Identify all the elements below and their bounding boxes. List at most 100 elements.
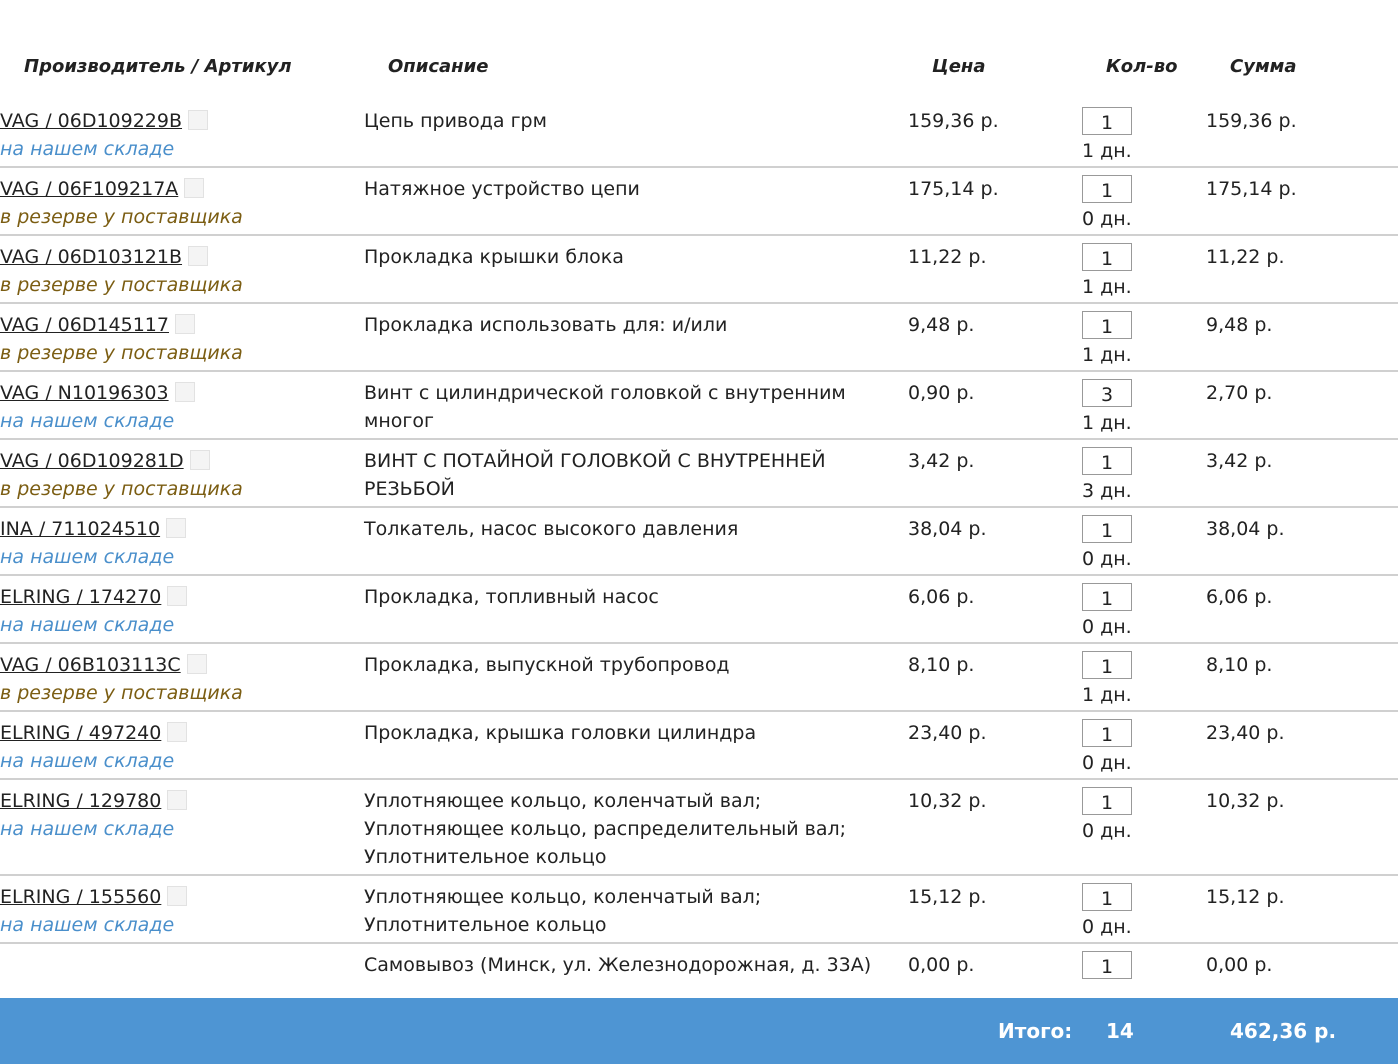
info-icon[interactable]	[167, 886, 188, 906]
qty-input[interactable]: 1	[1082, 515, 1132, 543]
stock-status: в резерве у поставщика	[0, 682, 243, 704]
qty-input[interactable]: 3	[1082, 379, 1132, 407]
article-link[interactable]: VAG / 06D103121B	[0, 246, 183, 268]
info-icon[interactable]	[188, 110, 209, 130]
stock-status: в резерве у поставщика	[0, 206, 243, 228]
qty-input[interactable]: 1	[1082, 787, 1132, 815]
description-line: Уплотнительное кольцо	[364, 846, 607, 868]
article-link[interactable]: INA / 711024510	[0, 518, 161, 540]
article-link[interactable]: VAG / 06D109281D	[0, 450, 184, 472]
part-cell: VAG / N10196303 на нашем складе	[0, 379, 364, 435]
delivery-days: 0 дн.	[1082, 208, 1132, 230]
qty-input[interactable]: 1	[1082, 719, 1132, 747]
qty-cell: 1 0 дн.	[1082, 883, 1206, 939]
part-cell: ELRING / 174270 на нашем складе	[0, 583, 364, 639]
qty-input[interactable]: 1	[1082, 651, 1132, 679]
qty-input[interactable]: 1	[1082, 311, 1132, 339]
description-cell: Натяжное устройство цепи	[364, 175, 908, 231]
part-cell: VAG / 06D145117 в резерве у поставщика	[0, 311, 364, 367]
price: 3,42 р.	[908, 450, 975, 472]
delivery-days: 1 дн.	[1082, 140, 1132, 162]
order-row: VAG / 06D109281D в резерве у поставщика ВИ…	[0, 440, 1398, 508]
delivery-days: 1 дн.	[1082, 276, 1132, 298]
sum: 38,04 р.	[1206, 518, 1285, 540]
order-row: ELRING / 155560 на нашем складе Уплотняюще…	[0, 876, 1398, 944]
article-link[interactable]: VAG / 06D109229B	[0, 110, 183, 132]
delivery-days: 0 дн.	[1082, 820, 1132, 842]
order-row: VAG / 06B103113C в резерве у поставщика Пр…	[0, 644, 1398, 712]
sum: 3,42 р.	[1206, 450, 1273, 472]
description-cell: Цепь привода грм	[364, 107, 908, 163]
article-link[interactable]: ELRING / 129780	[0, 790, 162, 812]
qty-input[interactable]: 1	[1082, 447, 1132, 475]
description-line: Самовывоз (Минск, ул. Железнодорожная, д…	[364, 954, 872, 976]
order-row: VAG / 06D103121B в резерве у поставщика Пр…	[0, 236, 1398, 304]
delivery-days: 0 дн.	[1082, 616, 1132, 638]
total-qty: 14	[1106, 1019, 1134, 1043]
description-cell: Прокладка, выпускной трубопровод	[364, 651, 908, 707]
description-cell: Прокладка, крышка головки цилиндра	[364, 719, 908, 775]
sum: 8,10 р.	[1206, 654, 1273, 676]
info-icon[interactable]	[184, 178, 205, 198]
info-icon[interactable]	[189, 450, 210, 470]
article-link[interactable]: ELRING / 155560	[0, 886, 162, 908]
description-cell: Прокладка использовать для: и/или	[364, 311, 908, 367]
info-icon[interactable]	[167, 586, 188, 606]
qty-input[interactable]: 1	[1082, 951, 1132, 979]
qty-cell: 1 1 дн.	[1082, 107, 1206, 163]
stock-status: в резерве у поставщика	[0, 342, 243, 364]
order-row: VAG / 06D109229B на нашем складе Цепь прив…	[0, 100, 1398, 168]
qty-input[interactable]: 1	[1082, 583, 1132, 611]
info-icon[interactable]	[186, 654, 207, 674]
delivery-days: 1 дн.	[1082, 412, 1132, 434]
table-body: VAG / 06D109229B на нашем складе Цепь прив…	[0, 100, 1398, 982]
article-link[interactable]: VAG / N10196303	[0, 382, 169, 404]
stock-status: на нашем складе	[0, 914, 175, 936]
description-line: Натяжное устройство цепи	[364, 178, 640, 200]
qty-input[interactable]: 1	[1082, 883, 1132, 911]
info-icon[interactable]	[188, 246, 209, 266]
stock-status: в резерве у поставщика	[0, 478, 243, 500]
stock-status: на нашем складе	[0, 410, 175, 432]
delivery-days: 0 дн.	[1082, 548, 1132, 570]
info-icon[interactable]	[166, 518, 187, 538]
description-cell: Прокладка крышки блока	[364, 243, 908, 299]
price: 23,40 р.	[908, 722, 987, 744]
qty-input[interactable]: 1	[1082, 243, 1132, 271]
article-link[interactable]: VAG / 06D145117	[0, 314, 169, 336]
qty-cell: 1 0 дн.	[1082, 719, 1206, 775]
description-line: Уплотняющее кольцо, коленчатый вал;	[364, 886, 762, 908]
info-icon[interactable]	[167, 790, 188, 810]
article-link[interactable]: VAG / 06F109217A	[0, 178, 179, 200]
qty-cell: 1 0 дн.	[1082, 175, 1206, 231]
description-cell: Уплотняющее кольцо, коленчатый вал; Уплот…	[364, 787, 908, 871]
sum: 11,22 р.	[1206, 246, 1285, 268]
part-cell	[0, 951, 364, 979]
qty-input[interactable]: 1	[1082, 175, 1132, 203]
info-icon[interactable]	[167, 722, 188, 742]
qty-input[interactable]: 1	[1082, 107, 1132, 135]
description-line: Прокладка, выпускной трубопровод	[364, 654, 730, 676]
description-cell: Самовывоз (Минск, ул. Железнодорожная, д…	[364, 951, 908, 979]
order-row: ELRING / 497240 на нашем складе Прокладка,…	[0, 712, 1398, 780]
article-link[interactable]: ELRING / 174270	[0, 586, 162, 608]
price: 175,14 р.	[908, 178, 999, 200]
column-header: Сумма	[1230, 56, 1297, 77]
part-cell: VAG / 06D109281D в резерве у поставщика	[0, 447, 364, 503]
price: 11,22 р.	[908, 246, 987, 268]
delivery-days: 0 дн.	[1082, 916, 1132, 938]
info-icon[interactable]	[175, 314, 195, 334]
qty-cell: 1 1 дн.	[1082, 651, 1206, 707]
stock-status: на нашем складе	[0, 614, 175, 636]
total-label: Итого:	[998, 1019, 1073, 1043]
price: 0,90 р.	[908, 382, 975, 404]
article-link[interactable]: ELRING / 497240	[0, 722, 162, 744]
sum: 0,00 р.	[1206, 954, 1273, 976]
description-cell: Винт с цилиндрической головкой с внутрен…	[364, 379, 908, 435]
part-cell: ELRING / 129780 на нашем складе	[0, 787, 364, 871]
description-line: Цепь привода грм	[364, 110, 547, 132]
sum: 23,40 р.	[1206, 722, 1285, 744]
article-link[interactable]: VAG / 06B103113C	[0, 654, 181, 676]
info-icon[interactable]	[174, 382, 195, 402]
